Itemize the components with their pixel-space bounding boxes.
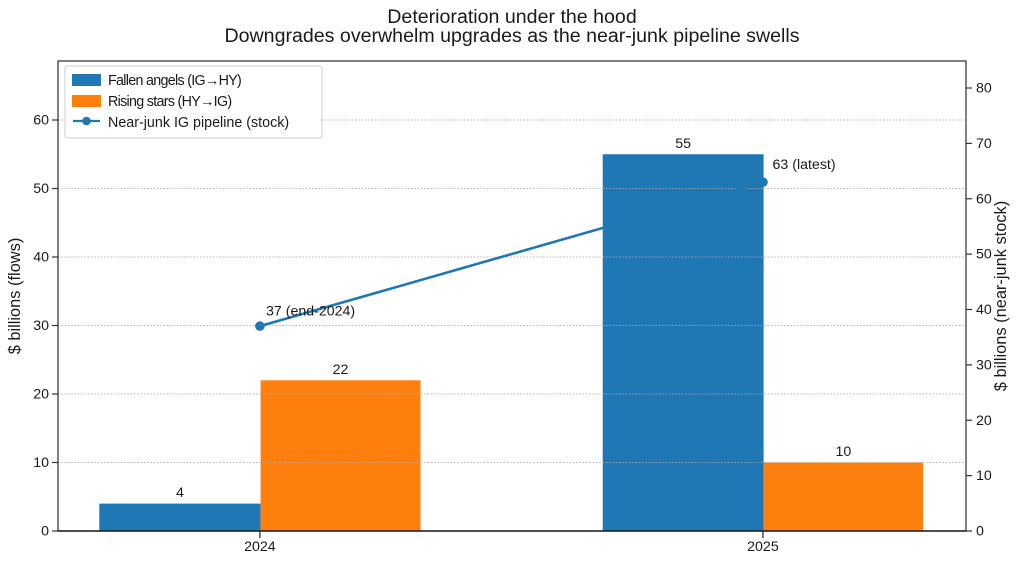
svg-text:40: 40 [976, 302, 992, 318]
svg-text:Rising stars (HY→IG): Rising stars (HY→IG) [108, 94, 231, 110]
svg-text:Fallen angels (IG→HY): Fallen angels (IG→HY) [108, 73, 241, 89]
svg-text:2024: 2024 [244, 539, 276, 555]
svg-text:37 (end-2024): 37 (end-2024) [266, 304, 355, 320]
svg-text:2025: 2025 [747, 539, 779, 555]
svg-text:20: 20 [976, 413, 992, 429]
svg-text:0: 0 [41, 524, 49, 540]
svg-text:10: 10 [33, 455, 49, 471]
svg-text:22: 22 [333, 362, 349, 378]
svg-text:50: 50 [33, 181, 49, 197]
svg-text:10: 10 [976, 468, 992, 484]
svg-text:80: 80 [976, 81, 992, 97]
svg-text:4: 4 [176, 485, 184, 501]
svg-text:0: 0 [976, 524, 984, 540]
svg-text:$ billions (flows): $ billions (flows) [6, 238, 24, 355]
svg-text:70: 70 [976, 136, 992, 152]
svg-text:40: 40 [33, 250, 49, 266]
svg-text:$ billions (near-junk stock): $ billions (near-junk stock) [992, 201, 1010, 391]
svg-text:20: 20 [33, 387, 49, 403]
svg-text:10: 10 [836, 444, 852, 460]
svg-text:30: 30 [33, 318, 49, 334]
svg-text:60: 60 [33, 113, 49, 129]
svg-text:50: 50 [976, 247, 992, 263]
svg-text:55: 55 [675, 136, 691, 152]
svg-text:Near-junk IG pipeline (stock): Near-junk IG pipeline (stock) [108, 115, 289, 131]
svg-text:60: 60 [976, 191, 992, 207]
svg-text:63 (latest): 63 (latest) [773, 157, 836, 173]
svg-text:30: 30 [976, 357, 992, 373]
